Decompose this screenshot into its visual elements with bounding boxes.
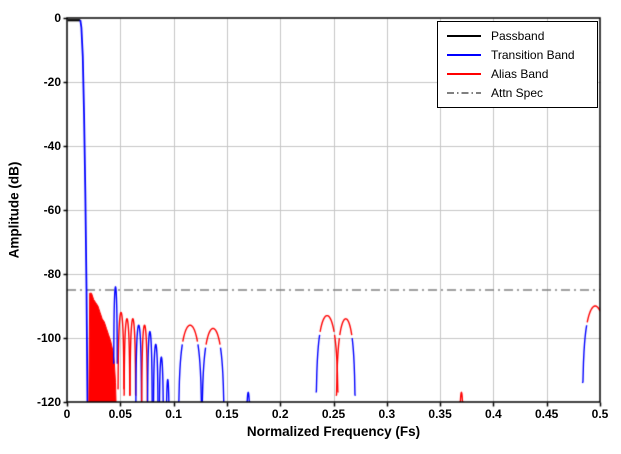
x-tick-label: 0.4: [485, 407, 502, 421]
legend-label: Attn Spec: [491, 86, 544, 100]
y-tick-label: -80: [43, 267, 61, 281]
legend: Passband Transition Band Alias Band Attn Sp…: [437, 21, 598, 108]
legend-label: Transition Band: [491, 48, 575, 62]
dashdot-line-sample-icon: [447, 92, 481, 94]
y-tick-label: -60: [43, 203, 61, 217]
x-tick-label: 0.35: [428, 407, 452, 421]
legend-item-passband: Passband: [446, 28, 589, 44]
y-tick-label: 0: [54, 11, 61, 25]
line-sample-icon: [447, 54, 481, 56]
x-tick-label: 0.05: [108, 407, 132, 421]
x-tick-label: 0.45: [535, 407, 559, 421]
line-sample-icon: [447, 35, 481, 37]
x-tick-label: 0: [63, 407, 71, 421]
legend-label: Passband: [491, 29, 545, 43]
x-tick-label: 0.15: [215, 407, 239, 421]
x-tick-label: 0.3: [378, 407, 396, 421]
y-tick-label: -120: [36, 395, 61, 409]
x-tick-label: 0.1: [165, 407, 182, 421]
legend-item-attn-spec: Attn Spec: [446, 85, 589, 101]
y-tick-label: -20: [43, 75, 61, 89]
y-tick-label: -40: [43, 139, 61, 153]
x-tick-label: 0.2: [271, 407, 289, 421]
legend-item-alias-band: Alias Band: [446, 66, 589, 82]
y-tick-label: -100: [36, 331, 61, 345]
legend-label: Alias Band: [491, 67, 549, 81]
x-tick-label: 0.5: [591, 407, 609, 421]
legend-item-transition-band: Transition Band: [446, 47, 589, 63]
x-tick-label: 0.25: [321, 407, 346, 421]
line-sample-icon: [447, 73, 481, 75]
x-axis-title: Normalized Frequency (Fs): [246, 424, 421, 439]
